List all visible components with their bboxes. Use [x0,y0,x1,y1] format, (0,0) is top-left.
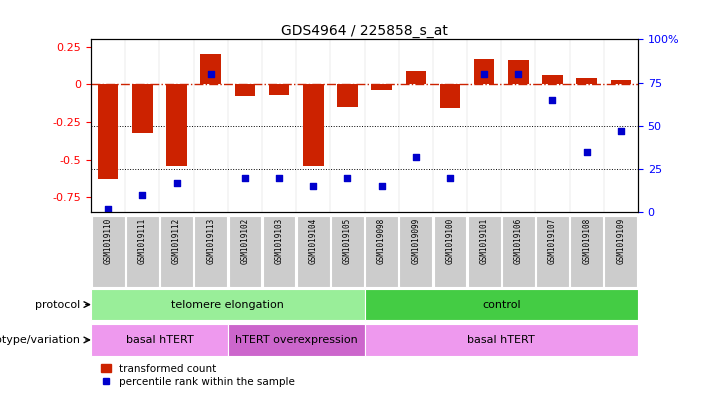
Text: GSM1019108: GSM1019108 [582,218,591,264]
Bar [468,216,501,287]
Bar [365,324,638,356]
Bar [200,54,221,84]
Point [444,174,456,181]
Point [239,174,250,181]
Point [171,180,182,186]
Text: GSM1019098: GSM1019098 [377,218,386,264]
Bar [365,216,398,287]
Text: GSM1019113: GSM1019113 [206,218,215,264]
Bar [536,216,569,287]
Bar [502,216,535,287]
Point [581,149,592,155]
Bar [269,84,290,95]
Bar [263,216,296,287]
Text: GSM1019109: GSM1019109 [616,218,625,264]
Text: telomere elongation: telomere elongation [171,299,285,310]
Text: GSM1019104: GSM1019104 [308,218,318,264]
Text: GSM1019100: GSM1019100 [445,218,454,264]
Point [342,174,353,181]
Point [308,183,319,189]
Bar [92,216,125,287]
Bar [570,216,603,287]
Point [205,71,217,77]
Bar [126,216,159,287]
Bar [433,216,466,287]
Bar [611,80,631,84]
Bar [91,324,228,356]
Bar [372,84,392,90]
Text: hTERT overexpression: hTERT overexpression [235,335,358,345]
Text: GSM1019112: GSM1019112 [172,218,181,264]
Bar [194,216,227,287]
Legend: transformed count, percentile rank within the sample: transformed count, percentile rank withi… [96,360,299,391]
Point [479,71,490,77]
Bar [440,84,460,108]
Text: genotype/variation: genotype/variation [0,335,80,345]
Bar [331,216,364,287]
Bar [235,84,255,96]
Bar [400,216,433,287]
Bar [228,324,365,356]
Title: GDS4964 / 225858_s_at: GDS4964 / 225858_s_at [281,24,448,38]
Text: basal hTERT: basal hTERT [125,335,193,345]
Bar [297,216,329,287]
Point [376,183,387,189]
Text: GSM1019110: GSM1019110 [104,218,113,264]
Text: basal hTERT: basal hTERT [468,335,535,345]
Point [615,128,627,134]
Point [410,154,421,160]
Bar [98,84,118,179]
Bar [337,84,358,107]
Point [273,174,285,181]
Text: GSM1019106: GSM1019106 [514,218,523,264]
Text: control: control [482,299,521,310]
Bar [604,216,637,287]
Text: GSM1019099: GSM1019099 [411,218,421,264]
Bar [91,288,365,321]
Bar [405,71,426,84]
Text: GSM1019111: GSM1019111 [138,218,147,264]
Bar [303,84,324,165]
Point [547,97,558,103]
Bar [474,59,494,84]
Bar [508,61,529,84]
Bar [576,78,597,84]
Text: GSM1019102: GSM1019102 [240,218,250,264]
Bar [229,216,261,287]
Bar [166,84,186,165]
Text: GSM1019105: GSM1019105 [343,218,352,264]
Bar [543,75,563,84]
Text: GSM1019103: GSM1019103 [275,218,284,264]
Bar [365,288,638,321]
Point [102,206,114,212]
Bar [160,216,193,287]
Text: protocol: protocol [35,299,80,310]
Point [512,71,524,77]
Point [137,192,148,198]
Bar [132,84,153,132]
Text: GSM1019107: GSM1019107 [548,218,557,264]
Text: GSM1019101: GSM1019101 [479,218,489,264]
